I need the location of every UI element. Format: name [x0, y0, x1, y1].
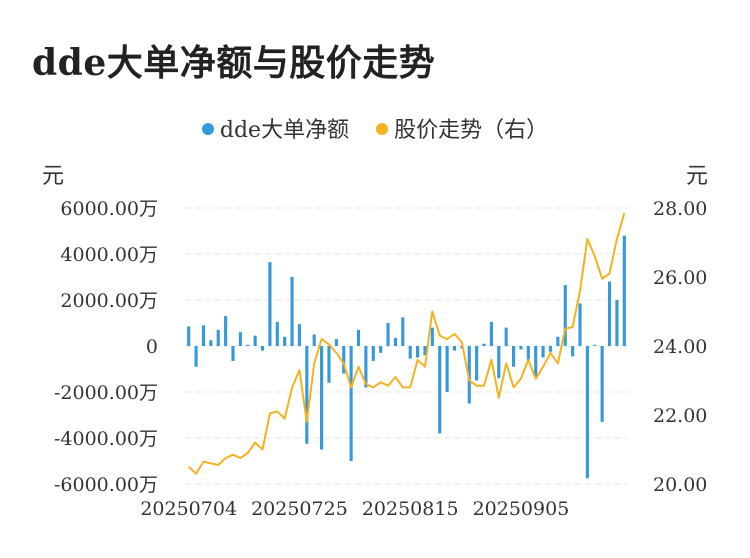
bar: [194, 346, 198, 367]
bar: [482, 343, 486, 346]
right-tick-label: 24.00: [653, 336, 707, 358]
bar: [268, 262, 272, 346]
legend-label-price: 股价走势（右）: [394, 118, 549, 143]
bar: [571, 346, 575, 357]
bar: [327, 346, 331, 383]
bar: [386, 323, 390, 346]
bar: [519, 346, 523, 350]
x-tick-label: 20250905: [473, 498, 570, 520]
bar: [578, 303, 582, 346]
left-tick-label: 4000.00万: [60, 244, 158, 266]
legend-item-dde[interactable]: dde大单净额: [201, 112, 350, 144]
bar: [615, 300, 619, 346]
bar: [526, 346, 530, 360]
right-tick-label: 28.00: [653, 198, 707, 220]
x-axis-ticks: 20250704 20250725 20250815 20250905: [140, 498, 569, 520]
bar: [541, 346, 545, 358]
x-tick-label: 20250815: [362, 498, 459, 520]
legend-dot-price-icon: [376, 123, 389, 135]
bar: [393, 337, 397, 346]
left-tick-label: -6000.00万: [54, 474, 158, 496]
bar: [209, 340, 213, 346]
bar: [489, 321, 493, 346]
bar: [349, 346, 353, 461]
bar: [275, 321, 279, 346]
bar: [356, 329, 361, 346]
right-axis-ticks: 28.00 26.00 24.00 22.00 20.00: [653, 198, 707, 496]
line-series: [188, 212, 626, 475]
bar: [534, 346, 538, 376]
bar: [246, 344, 250, 346]
bar: [305, 346, 309, 444]
left-tick-label: 0: [146, 336, 158, 358]
bar: [452, 346, 457, 351]
left-tick-label: -2000.00万: [54, 382, 158, 404]
bar: [379, 346, 383, 353]
bar-series: [187, 235, 626, 479]
left-axis-ticks: 6000.00万 4000.00万 2000.00万 0 -2000.00万 -4000.…: [54, 198, 158, 496]
left-tick-label: -4000.00万: [54, 428, 158, 450]
x-tick-label: 20250725: [251, 498, 348, 520]
bar: [585, 346, 589, 479]
bar: [401, 317, 405, 346]
legend: dde大单净额 股价走势（右）: [0, 112, 750, 144]
bar: [216, 329, 220, 346]
bar: [438, 346, 442, 434]
bar: [187, 326, 191, 346]
bar: [320, 346, 324, 450]
bar: [290, 277, 294, 346]
bar: [600, 346, 604, 422]
bar: [607, 281, 612, 346]
bar: [224, 316, 228, 346]
bar: [593, 344, 597, 346]
bar: [408, 346, 412, 359]
bar: [342, 346, 346, 374]
right-axis-unit: 元: [685, 164, 708, 189]
bar: [416, 346, 420, 358]
x-tick-label: 20250704: [140, 498, 237, 520]
bar: [238, 332, 242, 346]
grid-lines: [185, 207, 628, 485]
bar: [423, 346, 427, 356]
bar: [504, 327, 508, 346]
bar: [475, 346, 479, 381]
bar: [497, 346, 501, 379]
bar: [430, 327, 434, 346]
legend-label-dde: dde大单净额: [219, 118, 350, 143]
bar: [563, 285, 567, 346]
bar: [297, 324, 301, 346]
bar: [201, 325, 206, 346]
bar: [283, 336, 287, 346]
right-tick-label: 22.00: [653, 405, 707, 427]
legend-item-price[interactable]: 股价走势（右）: [376, 112, 548, 144]
bar: [231, 346, 235, 361]
bar: [622, 235, 626, 346]
bar: [334, 339, 338, 346]
bar: [548, 346, 553, 352]
bar: [371, 346, 375, 361]
bar: [260, 346, 265, 351]
left-tick-label: 2000.00万: [60, 290, 158, 312]
left-tick-label: 6000.00万: [60, 198, 158, 220]
bar: [556, 336, 560, 346]
bar: [445, 346, 449, 392]
left-axis-unit: 元: [42, 164, 65, 189]
legend-dot-dde-icon: [201, 123, 214, 135]
price-line: [188, 212, 626, 475]
bar: [312, 334, 316, 346]
bar: [512, 346, 516, 367]
chart-title: dde大单净额与股价走势: [32, 42, 436, 84]
right-tick-label: 26.00: [653, 267, 707, 289]
right-tick-label: 20.00: [653, 474, 707, 496]
bar: [467, 346, 471, 404]
bar: [253, 335, 257, 346]
bar: [364, 346, 368, 388]
